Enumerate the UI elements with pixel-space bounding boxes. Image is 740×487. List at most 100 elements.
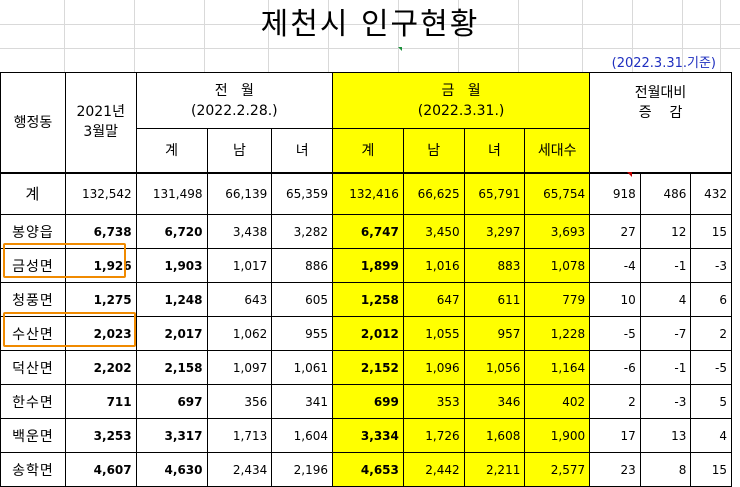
header-base: 2021년 3월말 [64, 72, 137, 173]
row-chg-female: 6 [690, 282, 732, 317]
gridline [458, 0, 459, 72]
row-prev-male: 643 [206, 282, 273, 317]
row-prev-total: 1,248 [135, 282, 208, 317]
row-name: 덕산면 [0, 350, 66, 385]
row-prev-male: 3,438 [206, 214, 273, 249]
row-curr-female: 1,608 [463, 418, 526, 453]
table-row: 송학면 4,607 4,630 2,434 2,196 4,653 2,442 2,211 2,… [0, 452, 732, 487]
row-prev-male: 1,097 [206, 350, 273, 385]
row-name: 청풍면 [0, 282, 66, 317]
row-chg-male: 4 [639, 282, 692, 317]
row-prev-female: 1,061 [271, 350, 334, 385]
row-prev-male: 2,434 [206, 452, 273, 487]
row-chg-female: 2 [690, 316, 732, 351]
total-prev-total: 131,498 [135, 171, 208, 215]
row-chg-male: -3 [639, 384, 692, 419]
row-base: 2,023 [64, 316, 137, 351]
row-chg-total: 10 [589, 282, 641, 317]
row-curr-male: 3,450 [402, 214, 465, 249]
row-prev-total: 3,317 [135, 418, 208, 453]
row-prev-female: 341 [271, 384, 334, 419]
row-name: 수산면 [0, 316, 66, 351]
row-chg-male: -7 [639, 316, 692, 351]
table-row: 한수면 711 697 356 341 699 353 346 402 2 -3 5 [0, 384, 732, 419]
gridline [0, 24, 740, 25]
total-chg-male: 486 [639, 171, 692, 215]
row-curr-female: 1,056 [463, 350, 526, 385]
total-curr-total: 132,416 [332, 171, 404, 215]
row-prev-female: 1,604 [271, 418, 334, 453]
row-curr-female: 346 [463, 384, 526, 419]
table-row: 수산면 2,023 2,017 1,062 955 2,012 1,055 957 1,228-… [0, 316, 732, 351]
row-curr-female: 2,211 [463, 452, 526, 487]
subheader-curr-male: 남 [402, 128, 465, 173]
total-curr-female: 65,791 [463, 171, 526, 215]
header-curr-month: 금 월 (2022.3.31.) [332, 72, 591, 129]
table-row: 백운면 3,253 3,317 1,713 1,604 3,334 1,726 1,608 1,… [0, 418, 732, 453]
gridline [64, 0, 65, 72]
row-curr-female: 883 [463, 248, 526, 283]
row-chg-female: -5 [690, 350, 732, 385]
subheader-prev-male: 남 [206, 128, 273, 173]
row-curr-households: 2,577 [524, 452, 591, 487]
row-chg-female: 15 [690, 214, 732, 249]
row-chg-female: 5 [690, 384, 732, 419]
row-chg-total: -6 [589, 350, 641, 385]
subheader-prev-total: 계 [135, 128, 208, 173]
row-base: 1,275 [64, 282, 137, 317]
row-curr-total: 6,747 [332, 214, 404, 249]
row-chg-female: -3 [690, 248, 732, 283]
cell-note-marker [398, 47, 402, 51]
row-curr-households: 1,078 [524, 248, 591, 283]
row-base: 4,607 [64, 452, 137, 487]
row-chg-total: 2 [589, 384, 641, 419]
row-curr-female: 611 [463, 282, 526, 317]
row-prev-male: 1,017 [206, 248, 273, 283]
row-chg-total: 27 [589, 214, 641, 249]
basis-date: (2022.3.31.기준) [611, 56, 716, 71]
total-curr-households: 65,754 [524, 171, 591, 215]
row-name: 금성면 [0, 248, 66, 283]
row-prev-total: 4,630 [135, 452, 208, 487]
gridline [682, 0, 683, 72]
total-row-name: 계 [0, 171, 66, 215]
row-curr-total: 1,899 [332, 248, 404, 283]
row-prev-male: 1,062 [206, 316, 273, 351]
row-base: 3,253 [64, 418, 137, 453]
subheader-curr-total: 계 [332, 128, 404, 173]
row-chg-total: 23 [589, 452, 641, 487]
row-curr-households: 1,228 [524, 316, 591, 351]
cell-comment-marker [627, 172, 632, 177]
row-name: 봉양읍 [0, 214, 66, 249]
total-chg-female: 432 [690, 171, 732, 215]
gridline [582, 0, 583, 72]
row-chg-total: -4 [589, 248, 641, 283]
row-chg-male: -1 [639, 248, 692, 283]
total-prev-male: 66,139 [206, 171, 273, 215]
row-prev-female: 886 [271, 248, 334, 283]
row-prev-total: 2,158 [135, 350, 208, 385]
table-row: 덕산면 2,202 2,158 1,097 1,061 2,152 1,096 1,056 1,… [0, 350, 732, 385]
row-chg-total: -5 [589, 316, 641, 351]
row-chg-male: 12 [639, 214, 692, 249]
header-district: 행정동 [0, 72, 66, 173]
row-curr-male: 1,016 [402, 248, 465, 283]
subheader-prev-female: 녀 [271, 128, 334, 173]
total-curr-male: 66,625 [402, 171, 465, 215]
row-chg-female: 4 [690, 418, 732, 453]
row-curr-female: 957 [463, 316, 526, 351]
total-chg-total: 918 [589, 171, 641, 215]
population-table: 행정동 2021년 3월말 전 월 (2022.2.28.) 금 월 (2022… [0, 72, 732, 487]
table-row: 청풍면 1,275 1,248 643 605 1,258 647 611 779 10 4 6 [0, 282, 732, 317]
prev-month-date: (2022.2.28.) [191, 102, 278, 119]
total-base: 132,542 [64, 171, 137, 215]
row-prev-total: 2,017 [135, 316, 208, 351]
row-chg-male: 13 [639, 418, 692, 453]
total-row: 계 132,542 131,498 66,139 65,359 132,416 … [0, 171, 732, 215]
subheader-curr-female: 녀 [463, 128, 526, 173]
header-prev-month: 전 월 (2022.2.28.) [135, 72, 334, 129]
row-curr-male: 353 [402, 384, 465, 419]
row-curr-total: 2,012 [332, 316, 404, 351]
table-row: 금성면 1,926 1,903 1,017 886 1,899 1,016 883 1,078-… [0, 248, 732, 283]
row-prev-total: 1,903 [135, 248, 208, 283]
